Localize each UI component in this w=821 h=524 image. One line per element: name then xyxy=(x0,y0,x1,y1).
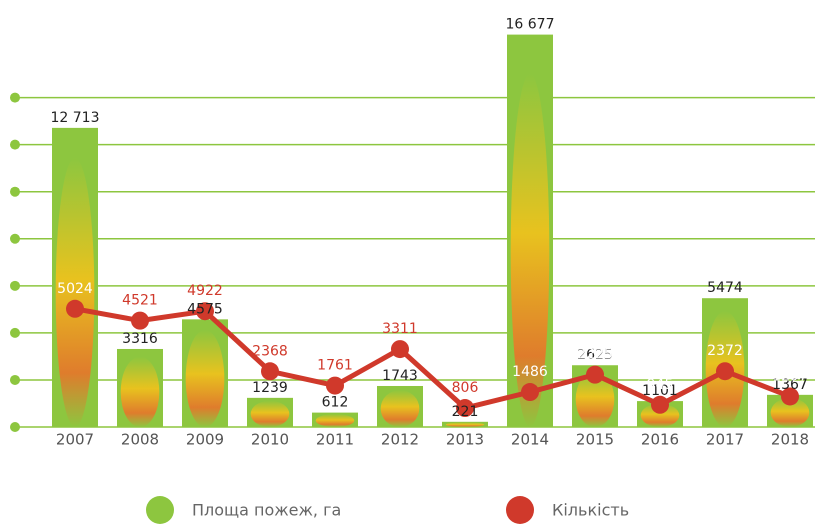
bar-value-label: 1367 xyxy=(772,377,808,393)
year-label: 2013 xyxy=(446,431,484,449)
bar-value-label: 1101 xyxy=(642,383,678,399)
line-point xyxy=(66,299,84,318)
grid-dot xyxy=(10,280,20,291)
year-label: 2012 xyxy=(381,431,419,449)
line-value-label: 1761 xyxy=(317,358,353,374)
grid-dot xyxy=(10,186,20,197)
line-value-label: 4521 xyxy=(122,293,158,309)
line-point xyxy=(391,340,409,359)
line-value-label: 806 xyxy=(452,380,479,396)
bar-value-label: 612 xyxy=(322,395,349,411)
year-label: 2007 xyxy=(56,431,94,449)
line-point xyxy=(456,399,474,418)
grid-dot xyxy=(10,374,20,385)
line-point xyxy=(131,311,149,330)
bar-flame xyxy=(445,422,485,427)
bar-flame xyxy=(640,403,680,427)
year-label: 2017 xyxy=(706,431,744,449)
bar-value-label: 4575 xyxy=(187,301,223,317)
legend-label: Кількість xyxy=(552,501,629,520)
legend-swatch xyxy=(506,496,534,524)
year-label: 2011 xyxy=(316,431,354,449)
line-value-label: 2372 xyxy=(707,343,743,359)
grid-dot xyxy=(10,422,20,432)
grid-dot xyxy=(10,92,20,103)
line-point xyxy=(651,395,669,414)
line-point xyxy=(196,302,214,321)
legend-swatch xyxy=(146,496,174,524)
bar-flame xyxy=(770,398,810,427)
bar-value-label: 5474 xyxy=(707,280,743,296)
bar-flame xyxy=(185,330,225,428)
line-value-label: 4922 xyxy=(187,283,223,299)
line-value-label: 1486 xyxy=(512,364,548,380)
year-label: 2016 xyxy=(641,431,679,449)
bar-flame xyxy=(120,356,160,427)
year-label: 2018 xyxy=(771,431,809,449)
line-value-label: 945 xyxy=(647,377,674,393)
grid-dot xyxy=(10,327,20,338)
line-point xyxy=(326,376,344,395)
bar-flame xyxy=(575,371,615,427)
bar-value-label: 3316 xyxy=(122,331,158,347)
line-point xyxy=(521,383,539,402)
bar-flame xyxy=(315,414,355,427)
legend-label: Площа пожеж, га xyxy=(192,501,341,520)
grid-dot xyxy=(10,139,20,150)
line-point xyxy=(261,362,279,381)
line-point xyxy=(586,365,604,384)
grid-dot xyxy=(10,233,20,244)
bar-value-label: 2625 xyxy=(577,347,613,363)
bar-value-label: 221 xyxy=(452,404,479,420)
line-point xyxy=(716,362,734,381)
year-label: 2010 xyxy=(251,431,289,449)
bar-flame xyxy=(55,157,95,428)
bar-value-label: 1239 xyxy=(252,380,288,396)
year-label: 2008 xyxy=(121,431,159,449)
year-label: 2014 xyxy=(511,431,549,449)
bar-value-label: 16 677 xyxy=(506,17,555,33)
bar-flame xyxy=(510,73,550,427)
line-value-label: 2225 xyxy=(577,347,613,363)
line-value-label: 3311 xyxy=(382,321,418,337)
year-label: 2015 xyxy=(576,431,614,449)
line xyxy=(74,306,791,411)
line-point xyxy=(781,387,799,406)
year-label: 2009 xyxy=(186,431,224,449)
bar-flame xyxy=(250,400,290,427)
line-value-label: 5024 xyxy=(57,281,93,297)
bar-flame xyxy=(380,390,420,427)
line-value-label: 1297 xyxy=(772,368,808,384)
bar-value-label: 12 713 xyxy=(51,110,100,126)
bar-value-label: 1743 xyxy=(382,368,418,384)
line-value-label: 2368 xyxy=(252,343,288,359)
